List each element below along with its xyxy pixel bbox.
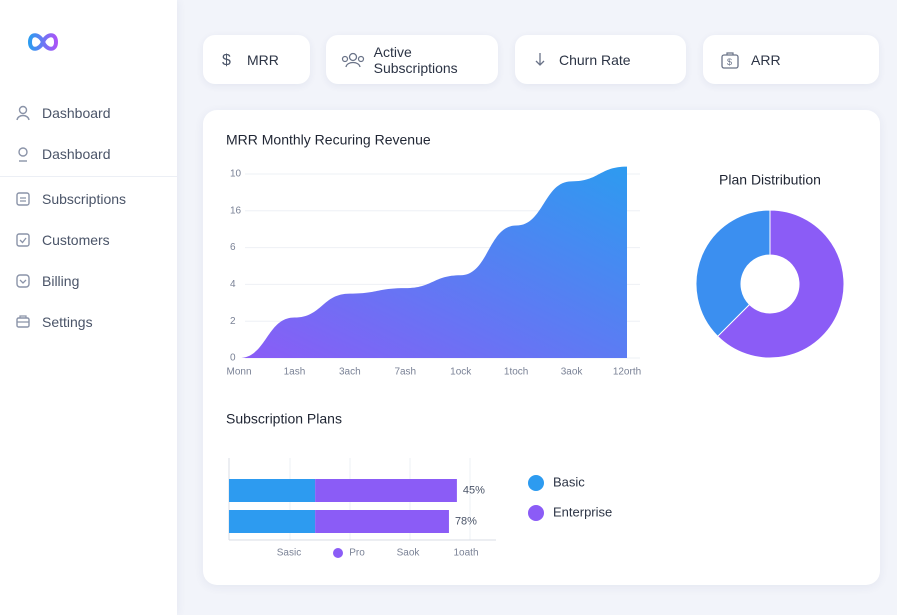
- chart-title: Plan Distribution: [719, 172, 821, 188]
- nav-label: Customers: [42, 232, 110, 248]
- card-label: Active Subscriptions: [373, 43, 458, 76]
- y-tick-label: 4: [230, 279, 236, 290]
- nav-item[interactable]: Dashboard: [16, 146, 111, 162]
- nav-label: Subscriptions: [42, 191, 127, 207]
- logo: [27, 33, 59, 51]
- svg-text:$: $: [222, 52, 231, 69]
- x-tick-label: 7ash: [394, 367, 416, 378]
- donut-segment: [716, 209, 845, 359]
- svg-text:$: $: [727, 56, 732, 66]
- legend-label: Enterprise: [553, 504, 612, 519]
- y-tick-label: 0: [230, 353, 236, 364]
- chart-title: Subscription Plans: [226, 411, 342, 427]
- legend-dot: [333, 548, 343, 558]
- x-tick-label: 1ock: [450, 367, 472, 378]
- nav-label: Billing: [42, 273, 80, 289]
- donut-segment: [695, 209, 771, 338]
- legend-swatch: [528, 475, 544, 491]
- metric-card[interactable]: $ ARR: [703, 35, 879, 84]
- bar-segment: [229, 479, 316, 502]
- x-tick-label: Pro: [349, 548, 365, 559]
- bar-label: 45%: [463, 484, 485, 496]
- x-tick-label: 3ach: [339, 367, 361, 378]
- card-label: ARR: [751, 51, 781, 68]
- nav-item[interactable]: Billing: [16, 273, 79, 289]
- metric-card[interactable]: Churn Rate: [515, 35, 686, 84]
- sidebar: Dashboard Dashboard Subscriptions Custom…: [0, 0, 177, 615]
- x-tick-label: 12orth: [613, 367, 641, 378]
- bar-label: 78%: [455, 515, 477, 527]
- legend-swatch: [528, 505, 544, 521]
- nav-item[interactable]: Customers: [16, 232, 110, 248]
- area: [239, 166, 627, 358]
- chart-title: MRR Monthly Recuring Revenue: [226, 132, 431, 148]
- bar-segment: [315, 479, 457, 502]
- x-tick-label: 1oath: [453, 548, 478, 559]
- x-tick-label: 1toch: [504, 367, 528, 378]
- nav-label: Dashboard: [42, 146, 111, 162]
- x-tick-label: 1ash: [284, 367, 306, 378]
- nav-item[interactable]: Settings: [16, 314, 93, 330]
- x-tick-label: Sasic: [277, 548, 301, 559]
- legend-label: Basic: [553, 474, 585, 489]
- nav-label: Settings: [42, 314, 93, 330]
- metric-card[interactable]: Active Subscriptions: [326, 35, 498, 84]
- bar-segment: [315, 510, 449, 533]
- nav-label: Dashboard: [42, 105, 111, 121]
- card-label: Churn Rate: [559, 51, 631, 68]
- y-tick-label: 2: [230, 316, 236, 327]
- x-tick-label: Saok: [397, 548, 421, 559]
- card-label: MRR: [247, 51, 279, 68]
- bar-segment: [229, 510, 316, 533]
- nav-item[interactable]: Subscriptions: [16, 191, 126, 207]
- y-tick-label: 6: [230, 242, 236, 253]
- y-tick-label: 10: [230, 169, 242, 180]
- x-tick-label: Monn: [226, 367, 251, 378]
- nav-item[interactable]: Dashboard: [16, 105, 111, 121]
- metric-card[interactable]: $ MRR: [203, 35, 310, 84]
- y-tick-label: 16: [230, 205, 242, 216]
- x-tick-label: 3aok: [561, 367, 584, 378]
- divider: [0, 176, 177, 177]
